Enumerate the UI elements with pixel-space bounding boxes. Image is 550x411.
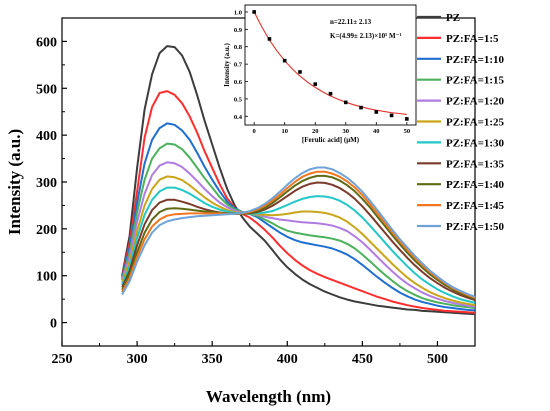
y-tick-label: 100	[36, 270, 57, 285]
y-tick-label: 300	[36, 176, 57, 191]
series-line-6	[121, 186, 476, 304]
series-line-3	[121, 142, 476, 309]
inset-data-point	[405, 117, 409, 121]
legend-label: PZ:FA=1:15	[446, 75, 504, 87]
inset-x-tick-label: 50	[404, 128, 411, 135]
y-tick-label: 500	[36, 82, 57, 97]
inset-annotation-n: n=22.11± 2.13	[330, 18, 372, 26]
legend-label: PZ:FA=1:50	[446, 221, 504, 233]
inset-y-tick-label: 0.4	[234, 114, 243, 121]
inset-plot: 0 10 20 30 40 50 0.4 0.5 0.6 0.7 0.8 0.9 1.0 [Ferulic…	[223, 4, 417, 144]
y-axis-title: Intensity (a.u.)	[5, 129, 24, 235]
x-tick-label: 400	[277, 352, 298, 367]
inset-data-point	[267, 37, 272, 41]
series-line-1	[121, 90, 476, 314]
inset-data-point	[313, 82, 318, 86]
inset-x-tick-label: 0	[253, 128, 256, 135]
legend-label: PZ:FA=1:40	[446, 179, 504, 191]
y-tick-label: 200	[36, 223, 57, 238]
y-tick-label: 600	[36, 35, 57, 50]
inset-y-tick-label: 0.9	[234, 27, 243, 34]
inset-data-point	[328, 91, 333, 96]
series-line-9	[121, 170, 476, 299]
y-tick-label: 400	[36, 129, 57, 144]
inset-x-tick-label: 10	[281, 128, 288, 135]
main-plot: 250 300 350 400 450 5000100200300400500600Wav…	[5, 17, 476, 406]
x-tick-label: 450	[352, 352, 373, 367]
inset-y-axis-title: Intensity (a.u.)	[223, 42, 231, 86]
x-tick-label: 350	[202, 352, 223, 367]
inset-data-point	[282, 58, 287, 63]
x-tick-label: 500	[427, 352, 448, 367]
inset-y-tick-label: 0.6	[234, 79, 243, 86]
inset-x-axis-title: [Ferulic acid] (μM)	[302, 136, 360, 144]
y-tick-label: 0	[50, 317, 57, 332]
legend-label: PZ:FA=1:20	[446, 96, 504, 108]
x-tick-label: 250	[52, 352, 73, 367]
legend-label: PZ:FA=1:25	[446, 117, 504, 129]
series-line-2	[121, 122, 476, 312]
legend: PZ PZ:FA=1:5 PZ:FA=1:10 PZ:FA=1:15 PZ:FA=1:2…	[417, 12, 504, 233]
inset-data-point	[252, 10, 256, 14]
series-line-10	[121, 166, 476, 298]
inset-data-point	[343, 100, 348, 105]
legend-label: PZ:FA=1:10	[446, 54, 504, 66]
legend-label: PZ:FA=1:45	[446, 200, 504, 212]
inset-data-point	[374, 110, 379, 114]
inset-x-tick-label: 20	[312, 128, 319, 135]
legend-label: PZ	[446, 12, 460, 24]
series-line-8	[121, 174, 476, 300]
inset-frame	[244, 4, 417, 126]
inset-annotation-k: K=(4.99± 2.13)×10⁵ M⁻¹	[330, 32, 401, 40]
inset-x-tick-label: 30	[343, 128, 350, 135]
legend-label: PZ:FA=1:35	[446, 158, 504, 170]
x-tick-label: 300	[127, 352, 148, 367]
series-line-5	[121, 175, 476, 307]
inset-y-tick-label: 1.0	[234, 9, 242, 16]
legend-label: PZ:FA=1:5	[446, 33, 499, 45]
x-axis-title: Wavelength (nm)	[206, 387, 331, 406]
series-line-7	[121, 181, 476, 302]
inset-y-tick-label: 0.5	[234, 96, 243, 103]
inset-x-tick-label: 40	[373, 128, 380, 135]
inset-fit-curve	[253, 11, 407, 115]
inset-data-point	[359, 105, 363, 110]
inset-data-point	[389, 113, 394, 118]
inset-data-point	[298, 70, 302, 74]
legend-label: PZ:FA=1:30	[446, 137, 504, 149]
inset-y-tick-label: 0.8	[234, 44, 243, 51]
series-line-4	[121, 161, 476, 308]
inset-y-tick-label: 0.7	[234, 62, 243, 69]
series-line-0	[121, 45, 476, 316]
